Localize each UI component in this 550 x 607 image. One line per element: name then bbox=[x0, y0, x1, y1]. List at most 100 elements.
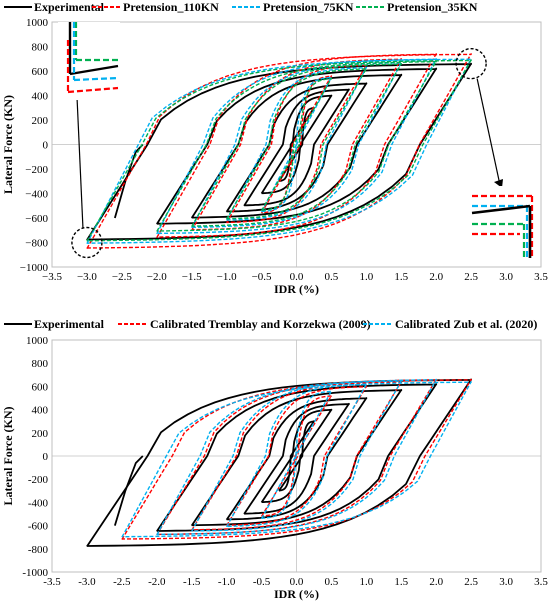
hysteresis-loop bbox=[191, 63, 402, 227]
y-tick-label: -600 bbox=[28, 521, 49, 533]
y-tick-label: 0 bbox=[43, 140, 49, 152]
legend-label: Pretension_35KN bbox=[387, 0, 478, 14]
y-tick-label: −800 bbox=[25, 238, 48, 250]
x-tick-label: -0.5 bbox=[253, 576, 271, 588]
inset-curve bbox=[73, 76, 119, 82]
plot-frame bbox=[51, 21, 542, 268]
legend-label: Experimental bbox=[34, 317, 105, 331]
hysteresis-loop bbox=[260, 77, 333, 212]
inset-positive-peak bbox=[471, 186, 534, 258]
hysteresis-loop bbox=[278, 420, 315, 492]
y-tick-label: 600 bbox=[32, 381, 49, 393]
reload-branch bbox=[114, 455, 144, 526]
y-tick-label: 400 bbox=[32, 405, 49, 417]
hysteresis-loop bbox=[260, 390, 333, 519]
x-tick-label: -2.0 bbox=[148, 576, 166, 588]
x-tick-label: 0.5 bbox=[325, 576, 339, 588]
y-tick-label: −400 bbox=[25, 189, 48, 201]
hysteresis-loop bbox=[86, 58, 472, 245]
y-axis-label: Lateral Force (KN) bbox=[1, 95, 15, 194]
y-tick-label: -1000 bbox=[22, 567, 48, 579]
x-axis-label: IDR (%) bbox=[274, 282, 319, 296]
y-tick-label: -800 bbox=[28, 544, 49, 556]
x-tick-label: 1.5 bbox=[394, 271, 408, 283]
y-tick-label: −200 bbox=[25, 164, 48, 176]
inset-curve bbox=[69, 64, 119, 76]
hysteresis-loop bbox=[225, 67, 368, 220]
legend-label: Calibrated Zub et al. (2020) bbox=[395, 317, 537, 331]
x-tick-label: -3.0 bbox=[78, 576, 96, 588]
y-tick-label: 1000 bbox=[26, 17, 49, 29]
y-tick-label: 0 bbox=[43, 451, 49, 463]
y-tick-label: -400 bbox=[28, 497, 49, 509]
hysteresis-loop bbox=[190, 73, 403, 219]
x-tick-label: -1.5 bbox=[183, 576, 201, 588]
hysteresis-loop bbox=[121, 381, 472, 538]
series-pretension-35kn bbox=[86, 59, 472, 242]
hysteresis-loop bbox=[260, 408, 333, 503]
inset-curve bbox=[471, 204, 531, 215]
zoom-arrow bbox=[476, 78, 501, 186]
hysteresis-loop bbox=[260, 395, 333, 517]
y-tick-label: 400 bbox=[32, 91, 49, 103]
y-tick-label: 800 bbox=[32, 358, 49, 370]
x-tick-label: −2.5 bbox=[112, 271, 132, 283]
inset-curve bbox=[67, 86, 119, 94]
x-tick-label: 0.5 bbox=[325, 271, 339, 283]
legend-label: Experimental bbox=[34, 0, 105, 14]
x-tick-label: 3.0 bbox=[499, 576, 513, 588]
y-tick-label: 200 bbox=[32, 428, 49, 440]
x-tick-label: 2.5 bbox=[464, 271, 478, 283]
hysteresis-loop bbox=[226, 385, 368, 526]
x-tick-label: 1.0 bbox=[359, 576, 373, 588]
chart-calibration: -3.5 -3.0 -2.5 -2.0 -1.5 -1.0 -0.5 0.0 0.5 1.0 1.5… bbox=[1, 317, 548, 601]
x-tick-label: 2.5 bbox=[464, 576, 478, 588]
x-tick-label: 2.0 bbox=[429, 271, 443, 283]
x-tick-label: −2.0 bbox=[147, 271, 167, 283]
arrow-head bbox=[494, 179, 503, 188]
hysteresis-loop bbox=[86, 53, 472, 249]
zoom-circle bbox=[455, 47, 487, 80]
reload-branch bbox=[114, 143, 144, 219]
y-tick-label: −1000 bbox=[20, 262, 49, 274]
x-tick-label: -2.5 bbox=[113, 576, 131, 588]
y-tick-label: -200 bbox=[28, 474, 49, 486]
hysteresis-loop bbox=[260, 76, 333, 213]
x-tick-label: 2.0 bbox=[429, 576, 443, 588]
x-tick-label: 1.5 bbox=[394, 576, 408, 588]
y-tick-label: 1000 bbox=[26, 335, 49, 347]
hysteresis-loop bbox=[225, 66, 368, 221]
y-tick-label: 800 bbox=[32, 42, 49, 54]
hysteresis-loop bbox=[260, 94, 333, 195]
zoom-circle bbox=[71, 226, 103, 259]
series-experimental bbox=[86, 62, 472, 241]
hysteresis-loop bbox=[156, 378, 437, 536]
series-experimental bbox=[86, 378, 472, 548]
plot-frame bbox=[51, 339, 542, 573]
y-tick-label: 600 bbox=[32, 66, 49, 78]
legend-label: Pretension_75KN bbox=[263, 0, 354, 14]
x-tick-label: 1.0 bbox=[359, 271, 373, 283]
hysteresis-loop bbox=[156, 378, 437, 536]
x-axis-label: IDR (%) bbox=[274, 587, 319, 601]
legend-label: Pretension_110KN bbox=[123, 0, 219, 14]
hysteresis-loop bbox=[243, 402, 350, 515]
y-tick-label: −600 bbox=[25, 213, 48, 225]
series-calibrated-zub-et-al-2020- bbox=[121, 378, 472, 538]
legend-label: Calibrated Tremblay and Korzekwa (2009) bbox=[150, 317, 371, 331]
x-tick-label: −1.5 bbox=[182, 271, 202, 283]
x-tick-label: −3.5 bbox=[42, 271, 62, 283]
y-tick-label: 200 bbox=[32, 115, 49, 127]
series-pretension-75kn bbox=[86, 58, 472, 245]
hysteresis-loop bbox=[243, 88, 350, 207]
x-tick-label: 0.0 bbox=[290, 271, 304, 283]
hysteresis-loop bbox=[190, 389, 403, 527]
hysteresis-loop bbox=[225, 397, 368, 521]
x-tick-label: −0.5 bbox=[252, 271, 272, 283]
hysteresis-loop bbox=[86, 59, 472, 242]
zoom-arrow bbox=[75, 74, 84, 228]
chart-pretension: −3.5 −3.0 −2.5 −2.0 −1.5 −1.0 −0.5 0.0 0.5 1.0 1.5… bbox=[1, 0, 548, 296]
x-tick-label: 3.0 bbox=[499, 271, 513, 283]
x-tick-label: -3.5 bbox=[43, 576, 61, 588]
